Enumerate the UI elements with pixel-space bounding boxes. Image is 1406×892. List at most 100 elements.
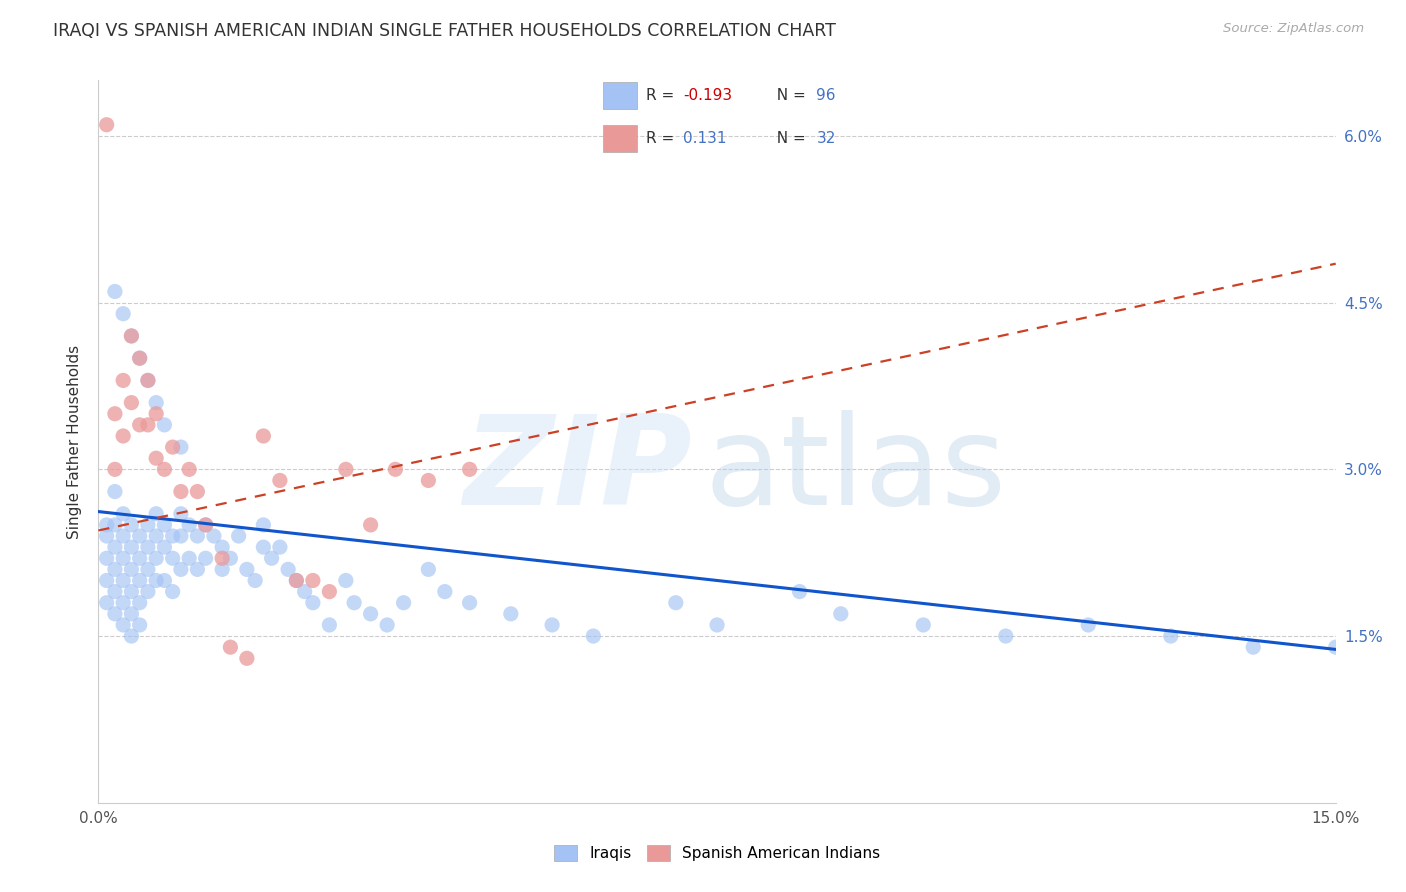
Point xyxy=(202,529,225,543)
Point xyxy=(179,517,201,532)
Point xyxy=(335,574,357,588)
Point xyxy=(112,529,135,543)
Point xyxy=(136,373,159,387)
Point xyxy=(112,429,135,443)
Point xyxy=(194,517,217,532)
Point xyxy=(269,474,291,488)
Point xyxy=(136,584,159,599)
Point xyxy=(162,584,184,599)
Point xyxy=(219,551,242,566)
Point xyxy=(194,517,217,532)
Point xyxy=(104,407,127,421)
Point xyxy=(458,596,481,610)
Point xyxy=(128,574,150,588)
Point xyxy=(294,584,316,599)
Point xyxy=(1160,629,1182,643)
Point xyxy=(153,574,176,588)
Point xyxy=(104,562,127,576)
Point xyxy=(418,474,440,488)
Point xyxy=(318,584,340,599)
Point xyxy=(219,640,242,655)
Point xyxy=(243,574,266,588)
Point xyxy=(136,562,159,576)
Text: R =: R = xyxy=(647,88,679,103)
Point xyxy=(162,440,184,454)
Point xyxy=(418,562,440,576)
Point xyxy=(211,540,233,554)
Point xyxy=(162,529,184,543)
Point xyxy=(236,562,259,576)
Point xyxy=(789,584,811,599)
Point xyxy=(136,417,159,432)
Point xyxy=(912,618,935,632)
Point xyxy=(112,618,135,632)
Point xyxy=(360,607,382,621)
Point xyxy=(145,529,167,543)
Point xyxy=(128,551,150,566)
Point xyxy=(375,618,398,632)
Point xyxy=(194,551,217,566)
Point xyxy=(252,517,274,532)
Point xyxy=(112,307,135,321)
Point xyxy=(104,584,127,599)
Point xyxy=(318,618,340,632)
Point xyxy=(153,462,176,476)
Point xyxy=(384,462,406,476)
Point xyxy=(128,529,150,543)
Point xyxy=(128,596,150,610)
Point xyxy=(541,618,564,632)
Point xyxy=(186,529,208,543)
Legend: Iraqis, Spanish American Indians: Iraqis, Spanish American Indians xyxy=(548,839,886,867)
Point xyxy=(236,651,259,665)
Point xyxy=(153,417,176,432)
Point xyxy=(186,484,208,499)
Text: 96: 96 xyxy=(817,88,835,103)
Point xyxy=(145,451,167,466)
Point xyxy=(179,462,201,476)
Point xyxy=(96,529,118,543)
Point xyxy=(665,596,688,610)
Point xyxy=(104,462,127,476)
Text: IRAQI VS SPANISH AMERICAN INDIAN SINGLE FATHER HOUSEHOLDS CORRELATION CHART: IRAQI VS SPANISH AMERICAN INDIAN SINGLE … xyxy=(53,22,837,40)
Point xyxy=(145,407,167,421)
Y-axis label: Single Father Households: Single Father Households xyxy=(67,344,83,539)
Point xyxy=(120,562,142,576)
Point xyxy=(128,351,150,366)
Point xyxy=(128,351,150,366)
Point xyxy=(830,607,852,621)
Point xyxy=(433,584,456,599)
Point xyxy=(104,517,127,532)
Point xyxy=(211,562,233,576)
Point xyxy=(96,574,118,588)
Point xyxy=(582,629,605,643)
Point xyxy=(153,517,176,532)
Text: N =: N = xyxy=(766,131,810,145)
Point xyxy=(120,329,142,343)
Point xyxy=(96,551,118,566)
Point xyxy=(302,574,325,588)
Point xyxy=(277,562,299,576)
Text: N =: N = xyxy=(766,88,810,103)
Point xyxy=(136,517,159,532)
Point xyxy=(112,574,135,588)
Point xyxy=(499,607,522,621)
Point xyxy=(96,517,118,532)
Point xyxy=(112,373,135,387)
Point xyxy=(994,629,1017,643)
Bar xyxy=(603,82,637,109)
Point xyxy=(120,629,142,643)
Text: 32: 32 xyxy=(817,131,835,145)
Point xyxy=(360,517,382,532)
Point xyxy=(1324,640,1347,655)
Point xyxy=(302,596,325,610)
Point xyxy=(211,551,233,566)
Point xyxy=(392,596,415,610)
Bar xyxy=(603,125,637,152)
Point xyxy=(252,429,274,443)
Point xyxy=(162,551,184,566)
Point xyxy=(343,596,366,610)
Point xyxy=(458,462,481,476)
Point xyxy=(120,329,142,343)
Point xyxy=(136,373,159,387)
Point xyxy=(170,562,193,576)
